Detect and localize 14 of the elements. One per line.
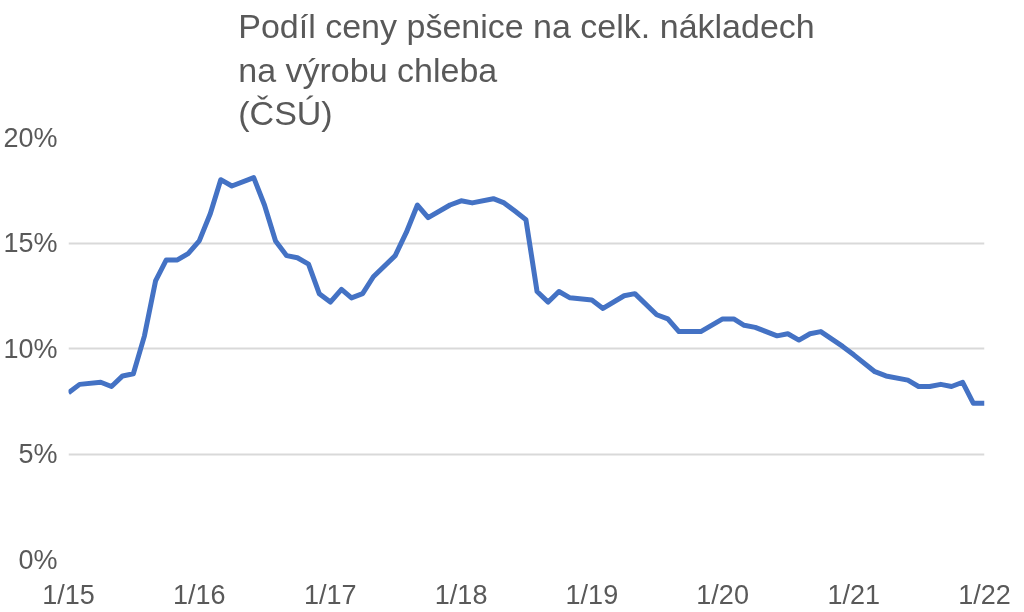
y-tick-label: 10% [3,333,58,364]
y-tick-label: 20% [3,122,58,153]
x-tick-label: 1/22 [958,579,1011,610]
x-tick-label: 1/18 [434,579,488,610]
x-tick-label: 1/17 [304,579,357,610]
y-tick-label: 15% [3,228,58,258]
x-tick-label: 1/16 [172,579,226,610]
x-tick-label: 1/15 [42,579,95,610]
chart-title: Podíl ceny pšenice na celk. nákladech na výrobu chleba (ČSÚ) [238,7,815,133]
x-tick-label: 1/21 [827,579,881,610]
x-tick-label: 1/19 [565,579,619,610]
x-tick-label: 1/20 [696,579,749,610]
y-tick-label: 0% [18,544,58,575]
y-tick-label: 5% [18,439,58,469]
